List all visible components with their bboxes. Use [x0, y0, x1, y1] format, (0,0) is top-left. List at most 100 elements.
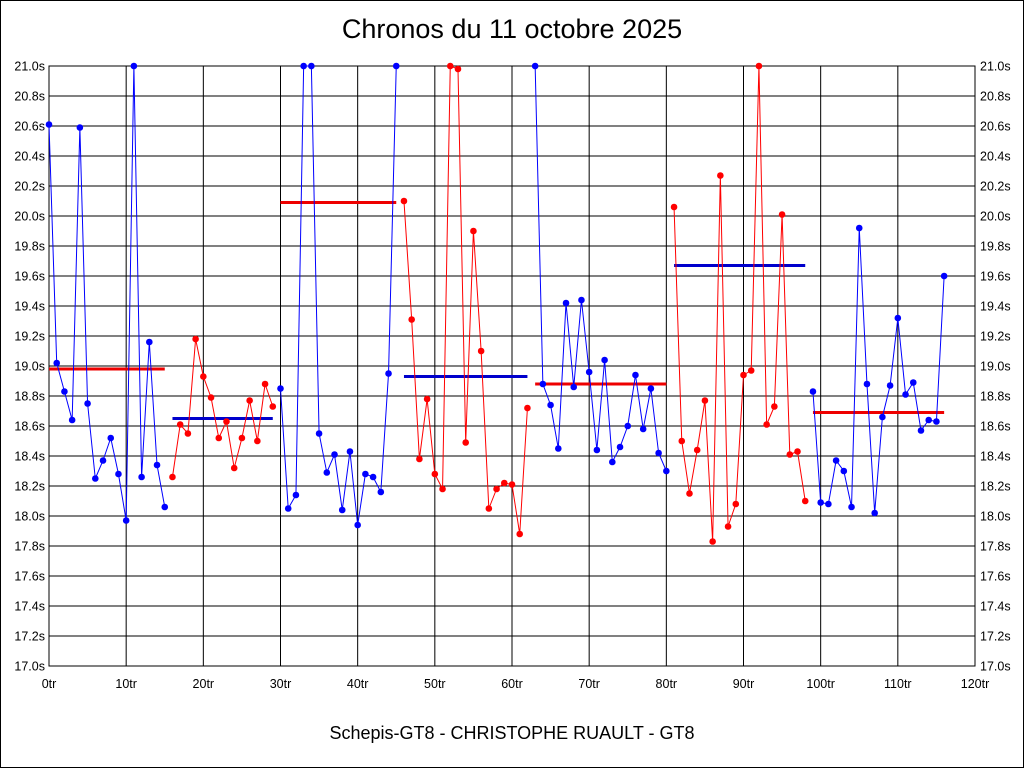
data-point-blue — [917, 427, 925, 434]
data-point-blue — [308, 62, 315, 70]
x-tick-label: 110tr — [884, 677, 912, 691]
plot-border — [48, 65, 976, 667]
y-tick-label-left: 17.4s — [14, 600, 45, 614]
data-point-blue — [585, 368, 593, 376]
data-point-red — [701, 397, 709, 404]
y-tick-label-right: 17.2s — [980, 630, 1011, 644]
y-tick-label-right: 21.0s — [980, 60, 1011, 74]
data-point-blue — [122, 517, 130, 524]
series-line-blue — [48, 65, 166, 521]
y-tick-label-left: 20.6s — [14, 120, 45, 134]
data-point-red — [778, 211, 786, 218]
data-point-blue — [616, 443, 624, 451]
data-point-blue — [146, 338, 153, 346]
data-point-red — [215, 434, 223, 442]
data-point-red — [771, 403, 778, 410]
x-tick-label: 10tr — [115, 677, 137, 691]
data-point-blue — [555, 445, 562, 452]
data-point-blue — [153, 461, 161, 469]
data-point-blue — [539, 380, 547, 388]
tick-labels-layer: 17.0s 17.0s 17.2s 17.2s 17.4s 17.4s 17.6s 17.6s… — [14, 60, 1010, 692]
y-tick-label-right: 19.6s — [980, 270, 1011, 284]
y-tick-label-left: 17.8s — [14, 540, 45, 554]
data-point-blue — [277, 385, 284, 392]
data-point-red — [678, 437, 686, 445]
data-point-red — [485, 505, 493, 512]
chart-subtitle: Schepis-GT8 - CHRISTOPHE RUAULT - GT8 — [329, 723, 695, 743]
y-tick-label-left: 18.8s — [14, 390, 45, 404]
data-point-blue — [331, 451, 338, 458]
data-point-blue — [346, 448, 354, 455]
data-point-red — [500, 479, 508, 487]
data-point-blue — [562, 299, 570, 307]
data-point-red — [747, 367, 755, 374]
data-point-blue — [933, 418, 940, 425]
data-point-red — [724, 523, 732, 530]
data-point-red — [254, 437, 261, 445]
data-point-red — [169, 473, 176, 481]
data-point-blue — [863, 380, 871, 388]
data-point-red — [801, 497, 809, 505]
y-tick-label-right: 20.4s — [980, 150, 1011, 164]
y-tick-label-right: 20.6s — [980, 120, 1011, 134]
y-tick-label-right: 17.8s — [980, 540, 1011, 554]
data-point-red — [794, 448, 801, 455]
data-point-red — [230, 464, 238, 472]
data-point-red — [261, 380, 269, 388]
y-tick-label-right: 18.6s — [980, 420, 1011, 434]
data-point-red — [709, 538, 716, 545]
y-tick-label-left: 18.0s — [14, 510, 45, 524]
y-tick-label-right: 18.0s — [980, 510, 1011, 524]
data-point-blue — [284, 505, 292, 512]
data-point-blue — [138, 473, 145, 481]
data-point-blue — [817, 499, 824, 506]
y-tick-label-right: 19.4s — [980, 300, 1011, 314]
data-point-blue — [879, 413, 886, 421]
x-tick-label: 120tr — [961, 677, 990, 691]
data-point-red — [416, 455, 423, 463]
y-tick-label-left: 17.2s — [14, 630, 45, 644]
y-tick-label-left: 19.2s — [14, 330, 45, 344]
data-point-red — [200, 373, 207, 380]
data-point-blue — [925, 416, 932, 424]
data-point-red — [176, 421, 184, 428]
data-point-blue — [385, 370, 392, 377]
x-tick-label: 40tr — [347, 677, 369, 691]
data-point-red — [516, 530, 524, 538]
series-line-blue — [280, 65, 397, 526]
data-point-red — [184, 430, 192, 437]
data-point-blue — [362, 470, 369, 478]
data-point-red — [508, 481, 516, 488]
data-point-blue — [632, 371, 639, 379]
data-point-red — [423, 395, 431, 403]
data-point-blue — [107, 434, 115, 442]
data-point-blue — [61, 388, 68, 395]
data-point-red — [470, 227, 477, 235]
data-point-blue — [639, 425, 647, 433]
series-line-red — [171, 338, 274, 478]
data-point-blue — [369, 473, 377, 481]
data-point-blue — [531, 62, 539, 70]
y-tick-label-right: 20.2s — [980, 180, 1011, 194]
x-tick-label: 50tr — [424, 677, 446, 691]
y-tick-label-left: 20.2s — [14, 180, 45, 194]
x-tick-label: 0tr — [42, 677, 57, 691]
data-point-blue — [871, 509, 878, 517]
data-point-red — [493, 485, 500, 493]
y-tick-label-right: 18.8s — [980, 390, 1011, 404]
data-point-blue — [84, 400, 91, 407]
series-line-red — [673, 65, 806, 542]
data-point-blue — [99, 457, 107, 464]
data-point-red — [207, 394, 215, 401]
data-point-red — [462, 439, 470, 446]
data-point-red — [246, 397, 253, 404]
y-tick-label-right: 18.4s — [980, 450, 1011, 464]
data-point-red — [446, 62, 454, 70]
y-tick-label-right: 19.0s — [980, 360, 1011, 374]
data-point-red — [408, 316, 415, 323]
data-point-blue — [570, 383, 578, 391]
y-tick-label-left: 19.8s — [14, 240, 45, 254]
data-point-blue — [886, 382, 894, 389]
data-point-red — [755, 62, 763, 70]
data-point-blue — [53, 359, 61, 367]
